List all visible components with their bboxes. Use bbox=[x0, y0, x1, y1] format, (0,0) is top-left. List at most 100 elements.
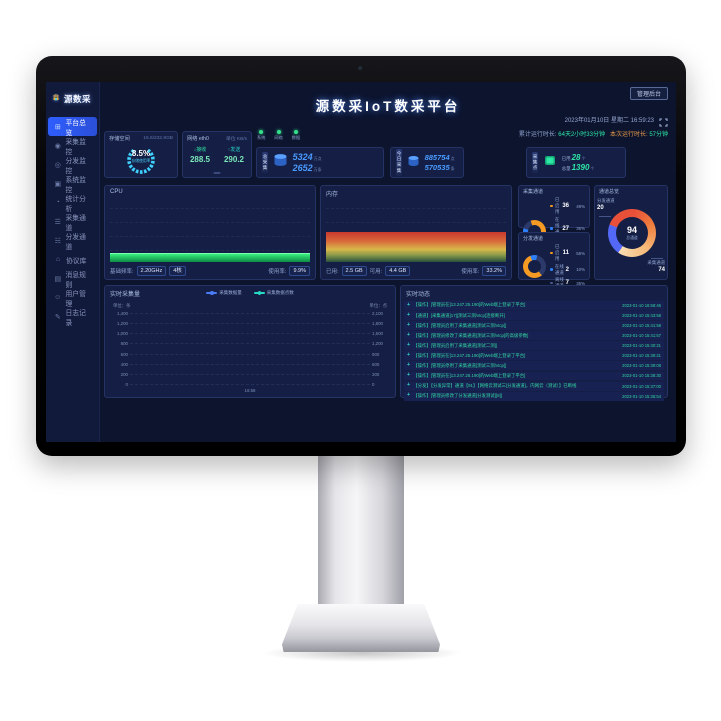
sidebar-item-collect-channel[interactable]: ☰ 采集通道 bbox=[48, 212, 97, 232]
activity-title: 实时动态 bbox=[406, 292, 431, 298]
dispatch-channel-icon: ☵ bbox=[54, 237, 61, 245]
dot-icon bbox=[550, 281, 553, 285]
message-rule-icon: ▤ bbox=[54, 275, 62, 283]
activity-row[interactable]: + 【操作】[管理员修改了分发通道[分发测试][9]] 2023-01-10 15:… bbox=[404, 391, 664, 401]
page-title: 源数采IoT数采平台 bbox=[315, 99, 461, 114]
sidebar-item-system-monitor[interactable]: ▣ 系统监控 bbox=[48, 174, 97, 194]
activity-row[interactable]: + 【操作】[管理员修改了采集通道[测试三测/vtcp]的高级参数] 2023-01… bbox=[404, 331, 664, 341]
dot-icon bbox=[550, 204, 553, 208]
sidebar-item-label: 协议库 bbox=[66, 257, 87, 265]
activity-card: 实时动态 + 【操作】[管理员在[13.247.25.190]的Web端上登录了平… bbox=[400, 285, 668, 401]
memory-avail-label: 可用: bbox=[369, 269, 383, 275]
legend-item-points[interactable]: 采集数据点数 bbox=[253, 290, 294, 296]
today-records-value: 570535 bbox=[424, 163, 450, 172]
cpu-freq-value: 2.20GHz bbox=[136, 266, 167, 276]
activity-row[interactable]: + 【操作】[管理员启用了采集通道[测试三测/vtcp]] 2023-01-10 1… bbox=[404, 321, 664, 331]
stats-analysis-icon: ◔ bbox=[55, 199, 60, 206]
sidebar-item-label: 消息规则 bbox=[65, 271, 86, 289]
right-axis-unit: 单位：点 bbox=[369, 303, 387, 308]
memory-card: 内存 已用: 2.5 GB 可用: 4.4 GB 使用率: 33.2% bbox=[320, 185, 512, 280]
fullscreen-icon[interactable] bbox=[659, 114, 668, 127]
network-recv-value: 288.5 bbox=[189, 155, 211, 164]
activity-row[interactable]: + 【操作】[管理员在[13.247.25.190]的Web端上登录了平台] 202… bbox=[404, 301, 664, 310]
sidebar-item-log[interactable]: ✎ 日志记录 bbox=[48, 307, 97, 327]
channel-overview-card: 通道总览 94 总通道 分发通道 20 采集通道 74 bbox=[594, 185, 668, 280]
realtime-chart-title: 实时采集量 bbox=[110, 292, 141, 298]
sidebar-item-label: 分发监控 bbox=[65, 157, 86, 175]
chart-plot-area: 1,400 2,100 1,200 1,800 1,000 1,500 800 1,20… bbox=[117, 311, 383, 387]
sidebar-item-label: 分发通道 bbox=[65, 233, 86, 251]
activity-list: + 【操作】[管理员在[13.247.25.190]的Web端上登录了平台] 202… bbox=[404, 301, 664, 401]
status-dot-icon bbox=[276, 130, 281, 134]
sidebar-item-overview[interactable]: ⊞ 平台总览 bbox=[48, 117, 97, 137]
plus-icon: + bbox=[407, 352, 411, 359]
database-icon bbox=[273, 153, 288, 172]
chart-legend: 采集数据量 采集数据点数 bbox=[105, 290, 395, 296]
activity-row[interactable]: + 【通道】[采集通道[17][测试三测/vtcp]连接断开] 2023-01-10… bbox=[404, 311, 664, 320]
dispatch-monitor-icon: ◎ bbox=[54, 161, 61, 169]
storage-gauge-label: 存储使用率 bbox=[131, 159, 151, 163]
dashboard-screen: 源数采 ⊞ 平台总览 ◉ 采集监控 ◎ 分发监控 ▣ 系统监控 ◔ 统计分析 ☰ 采集通道 … bbox=[46, 82, 676, 442]
channel-overview-donut bbox=[608, 209, 656, 257]
legend-marker-icon bbox=[253, 291, 265, 295]
sidebar-item-dispatch-monitor[interactable]: ◎ 分发监控 bbox=[48, 155, 97, 175]
plus-icon: + bbox=[407, 342, 411, 348]
sidebar-item-label: 采集监控 bbox=[65, 138, 86, 156]
points-used-value: 28 bbox=[571, 153, 581, 162]
today-collect-side-label: 今日采集 bbox=[396, 149, 403, 176]
storage-title: 存储空间 bbox=[109, 136, 130, 142]
today-points-unit: 点 bbox=[450, 156, 455, 161]
activity-row[interactable]: + 【操作】[管理员启用了采集通道[测试二测]] 2023-01-10 15:40:… bbox=[404, 341, 664, 351]
total-collect-side-label: 总采集 bbox=[262, 152, 269, 173]
overview-dispatch-tag: 分发通道 20 bbox=[597, 198, 615, 212]
overview-collect-tag: 采集通道 74 bbox=[647, 260, 665, 274]
sidebar-item-stats-analysis[interactable]: ◔ 统计分析 bbox=[48, 193, 97, 213]
grid-icon: ⊞ bbox=[54, 123, 61, 131]
points-used-label: 已用 bbox=[561, 156, 571, 161]
sidebar-item-user-mgmt[interactable]: ☺ 用户管理 bbox=[48, 288, 97, 308]
status-system: 系统 bbox=[257, 130, 265, 141]
activity-row[interactable]: + 【分发】【分发异常】通道【91】【网络云测试三[分发通道]，内网云（测试）】已… bbox=[404, 381, 664, 391]
monitor-stand-neck bbox=[318, 452, 404, 610]
stat-row: 已启用 11 55% bbox=[550, 244, 585, 262]
pager-dash[interactable] bbox=[213, 172, 221, 174]
sidebar-item-message-rule[interactable]: ▤ 消息规则 bbox=[48, 269, 97, 289]
legend-item-volume[interactable]: 采集数据量 bbox=[206, 290, 242, 296]
cpu-usage-label: 使用率: bbox=[268, 269, 287, 275]
network-send: ↑发送 290.2 bbox=[223, 147, 245, 164]
sidebar-item-label: 用户管理 bbox=[65, 290, 86, 308]
sidebar-item-collect-monitor[interactable]: ◉ 采集监控 bbox=[48, 136, 97, 156]
admin-backend-button[interactable]: 管理后台 bbox=[629, 87, 668, 100]
collect-channel-title: 采集通道 bbox=[523, 189, 544, 195]
uptime-session-value: 57分钟 bbox=[649, 132, 668, 138]
storage-gauge: 8.5% 存储使用率 bbox=[105, 143, 177, 177]
today-points-value: 885754 bbox=[424, 153, 450, 162]
memory-used-label: 已用: bbox=[326, 269, 339, 275]
datetime: 2023年01月10日 星期二 16:59:23 bbox=[564, 118, 654, 124]
monitor-stand-base bbox=[282, 604, 440, 652]
sidebar-item-protocol-lib[interactable]: ⌂ 协议库 bbox=[48, 250, 97, 269]
sidebar-item-label: 日志记录 bbox=[65, 309, 86, 327]
network-send-value: 290.2 bbox=[223, 155, 245, 164]
cpu-freq-label: 基础频率: bbox=[110, 269, 134, 275]
sidebar-item-dispatch-channel[interactable]: ☵ 分发通道 bbox=[48, 231, 97, 251]
memory-usage-area bbox=[326, 232, 506, 262]
cpu-usage-value: 9.9% bbox=[289, 266, 310, 276]
hand-logo-icon bbox=[51, 90, 61, 108]
activity-row[interactable]: + 【操作】[管理员在[13.247.25.190]的Web端上登录了平台] 202… bbox=[404, 351, 664, 361]
cube-icon bbox=[543, 154, 557, 172]
network-recv: ↓接收 288.5 bbox=[189, 147, 211, 164]
overview-total-label: 总通道 bbox=[626, 236, 638, 240]
memory-used-value: 2.5 GB bbox=[341, 266, 367, 276]
plus-icon: + bbox=[407, 321, 411, 328]
left-axis-unit: 单位：条 bbox=[113, 303, 131, 308]
cpu-cores-value: 4核 bbox=[169, 266, 186, 276]
realtime-chart-card: 实时采集量 采集数据量 采集数据点数 单位：条 单位：点 1,400 2,100 … bbox=[104, 285, 396, 398]
uptime-total-label: 累计运行时长: bbox=[518, 132, 557, 138]
activity-row[interactable]: + 【操作】[管理员在[13.247.25.190]的Web端上登录了平台] 202… bbox=[404, 371, 664, 381]
activity-row[interactable]: + 【操作】[管理员停用了采集通道[测试三测/vtcp]] 2023-01-10 1… bbox=[404, 361, 664, 371]
network-unit: 单位 KB/s bbox=[225, 137, 247, 142]
collect-monitor-icon: ◉ bbox=[54, 142, 61, 150]
